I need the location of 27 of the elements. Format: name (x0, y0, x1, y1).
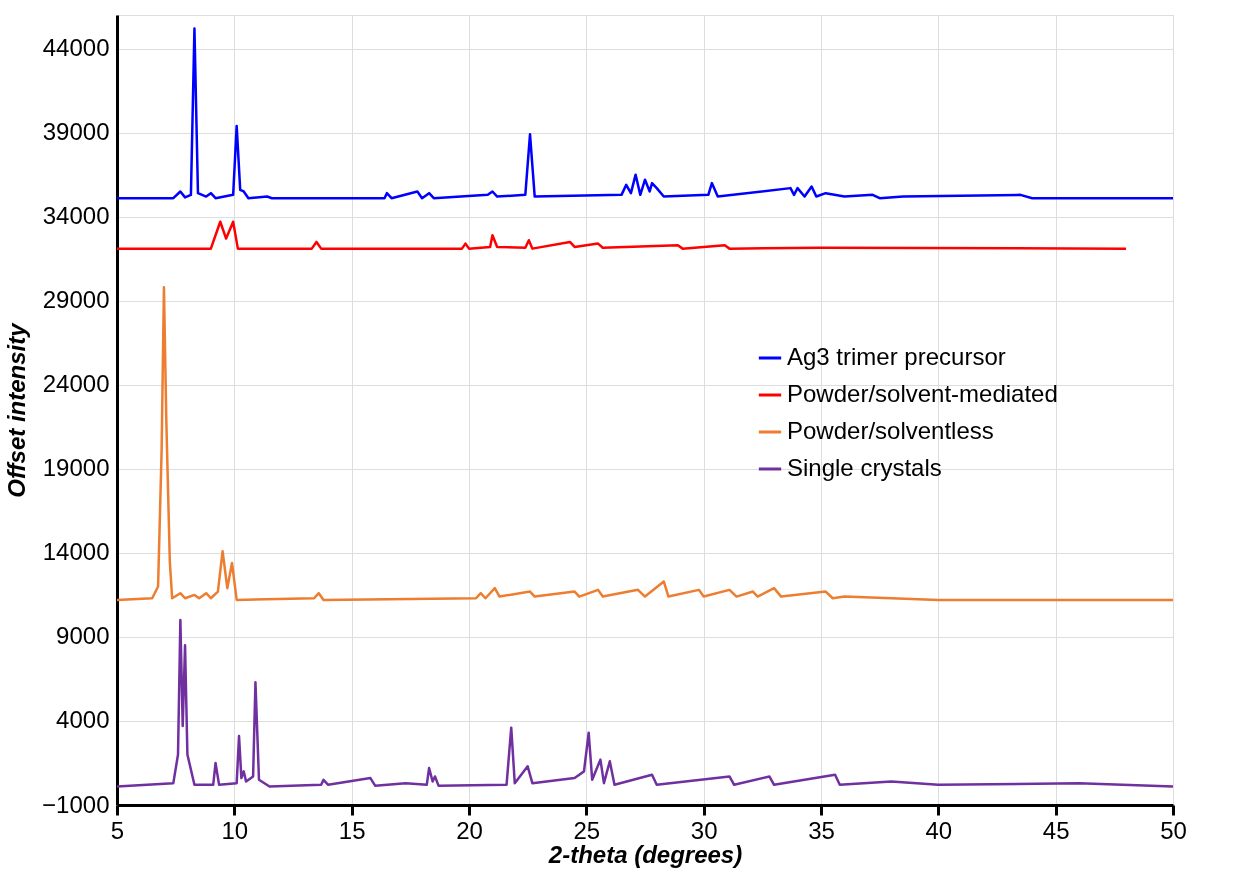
y-tick-label: −1000 (42, 790, 110, 818)
line-series (115, 27, 1175, 200)
x-tick-label: 15 (338, 816, 366, 844)
y-tick-label: 39000 (42, 118, 110, 146)
x-tick-label: 50 (1160, 816, 1187, 844)
x-tick-label: 45 (1042, 816, 1070, 844)
x-tick-label: 20 (456, 816, 483, 844)
y-tick-label: 24000 (42, 370, 110, 398)
line-series (115, 286, 1175, 602)
y-tick-label: 29000 (42, 286, 110, 314)
y-tick-label: 19000 (42, 454, 110, 482)
legend-label: Ag3 trimer precursor (787, 343, 1006, 370)
line-series (115, 618, 1175, 788)
y-tick-label: 34000 (42, 202, 110, 230)
y-tick-label: 4000 (56, 706, 110, 734)
x-tick-label: 35 (808, 816, 835, 844)
y-axis-title: Offset intensity (3, 321, 31, 498)
x-tick-label: 10 (221, 816, 249, 844)
y-tick-label: 14000 (42, 538, 110, 566)
x-tick-label: 40 (925, 816, 953, 844)
line-series (115, 220, 1128, 250)
legend-label: Powder/solvent-mediated (787, 380, 1058, 407)
legend-label: Powder/solventless (787, 417, 994, 444)
y-tick-label: 9000 (56, 622, 110, 650)
legend-label: Single crystals (787, 454, 942, 481)
x-tick-label: 5 (110, 816, 125, 844)
y-tick-label: 44000 (42, 34, 110, 62)
